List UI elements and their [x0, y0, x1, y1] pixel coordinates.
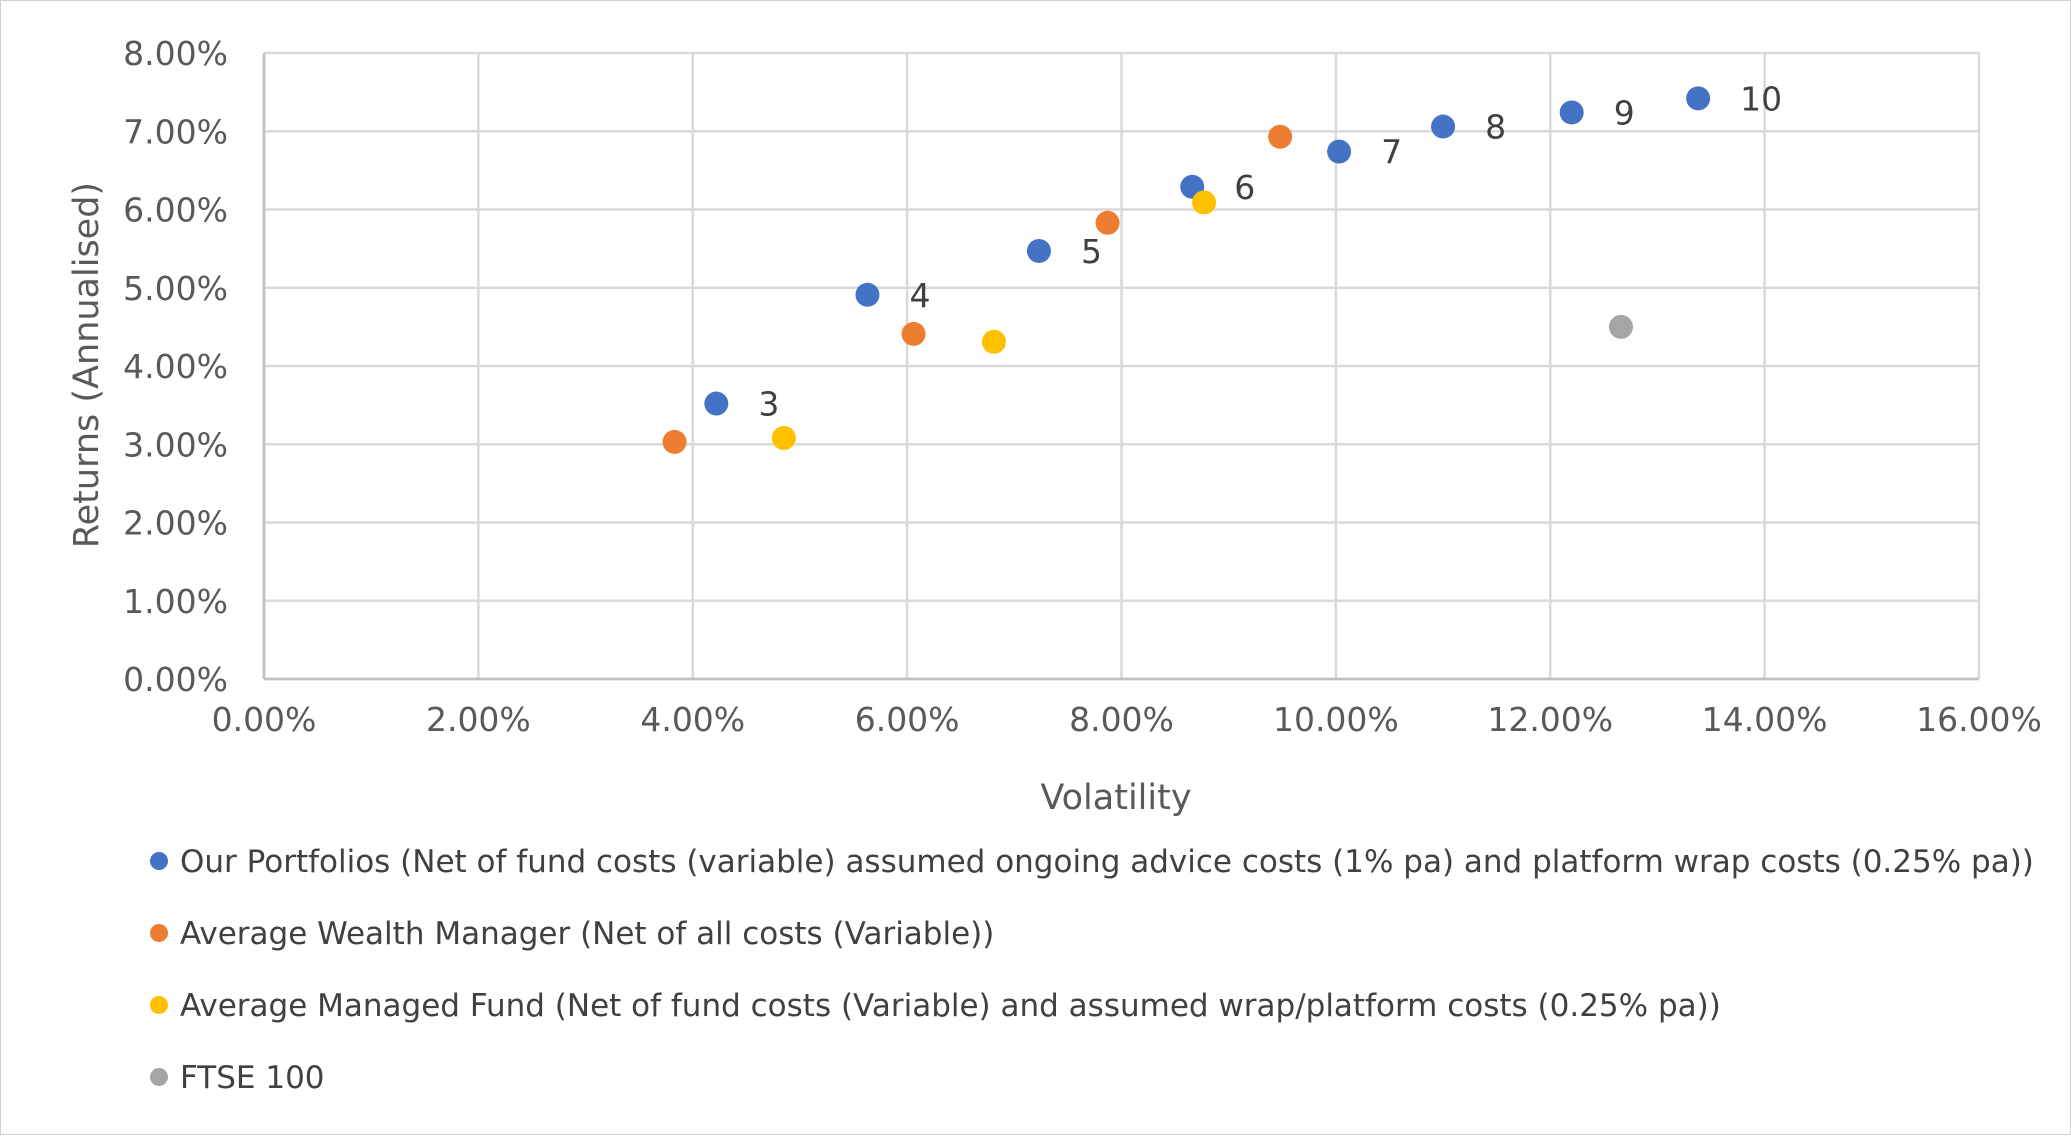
- x-axis-title: Volatility: [1040, 778, 1191, 818]
- data-point: [771, 425, 796, 450]
- data-point: [662, 429, 687, 454]
- y-tick-label: 1.00%: [123, 582, 228, 621]
- y-tick-label: 7.00%: [123, 112, 228, 151]
- data-point: [901, 321, 926, 346]
- data-point: [1608, 314, 1633, 339]
- data-points: [662, 86, 1711, 454]
- y-tick-label: 8.00%: [123, 34, 228, 73]
- x-tick-label: 12.00%: [1487, 700, 1613, 739]
- y-axis-title: Returns (Annualised): [67, 182, 107, 548]
- data-point: [1268, 124, 1293, 149]
- axes: 0.00% 2.00% 4.00% 6.00% 8.00% 10.00% 12.00% 14.…: [123, 34, 2042, 739]
- data-label: 3: [758, 385, 779, 424]
- x-tick-label: 6.00%: [855, 700, 960, 739]
- legend-entry: Our Portfolios (Net of fund costs (varia…: [180, 844, 2034, 880]
- x-tick-label: 4.00%: [640, 700, 745, 739]
- data-point: [1095, 210, 1120, 235]
- legend-marker: [150, 852, 168, 870]
- data-label: 8: [1485, 108, 1506, 147]
- gridlines: [262, 51, 1981, 681]
- data-label: 10: [1740, 79, 1782, 118]
- legend-entry: Average Managed Fund (Net of fund costs …: [180, 988, 1721, 1024]
- legend-entry: Average Wealth Manager (Net of all costs…: [180, 916, 994, 952]
- legend: Our Portfolios (Net of fund costs (varia…: [150, 844, 2034, 1096]
- x-tick-label: 2.00%: [426, 700, 531, 739]
- data-point: [1192, 190, 1217, 215]
- legend-marker: [150, 996, 168, 1014]
- x-tick-label: 0.00%: [212, 700, 317, 739]
- data-point: [704, 391, 729, 416]
- x-tick-label: 14.00%: [1702, 700, 1828, 739]
- data-point: [1026, 238, 1051, 263]
- legend-marker: [150, 924, 168, 942]
- y-tick-label: 6.00%: [123, 191, 228, 230]
- y-tick-label: 4.00%: [123, 347, 228, 386]
- data-label: 4: [909, 276, 930, 315]
- data-label: 5: [1081, 232, 1102, 271]
- data-point: [1327, 139, 1352, 164]
- data-label: 6: [1234, 168, 1255, 207]
- y-tick-label: 2.00%: [123, 504, 228, 543]
- y-tick-label: 5.00%: [123, 269, 228, 308]
- legend-entry: FTSE 100: [180, 1060, 325, 1096]
- data-point: [981, 329, 1006, 354]
- y-tick-label: 3.00%: [123, 425, 228, 464]
- data-point: [855, 282, 880, 307]
- data-labels: 3 4 5 6 7 8 9 10: [758, 79, 1782, 423]
- data-point: [1559, 100, 1584, 125]
- data-label: 9: [1614, 93, 1635, 132]
- x-tick-label: 16.00%: [1916, 700, 2042, 739]
- y-tick-label: 0.00%: [123, 660, 228, 699]
- x-tick-label: 8.00%: [1069, 700, 1174, 739]
- x-tick-label: 10.00%: [1273, 700, 1399, 739]
- data-label: 7: [1381, 133, 1402, 172]
- legend-marker: [150, 1068, 168, 1086]
- data-point: [1686, 86, 1711, 111]
- data-point: [1431, 114, 1456, 139]
